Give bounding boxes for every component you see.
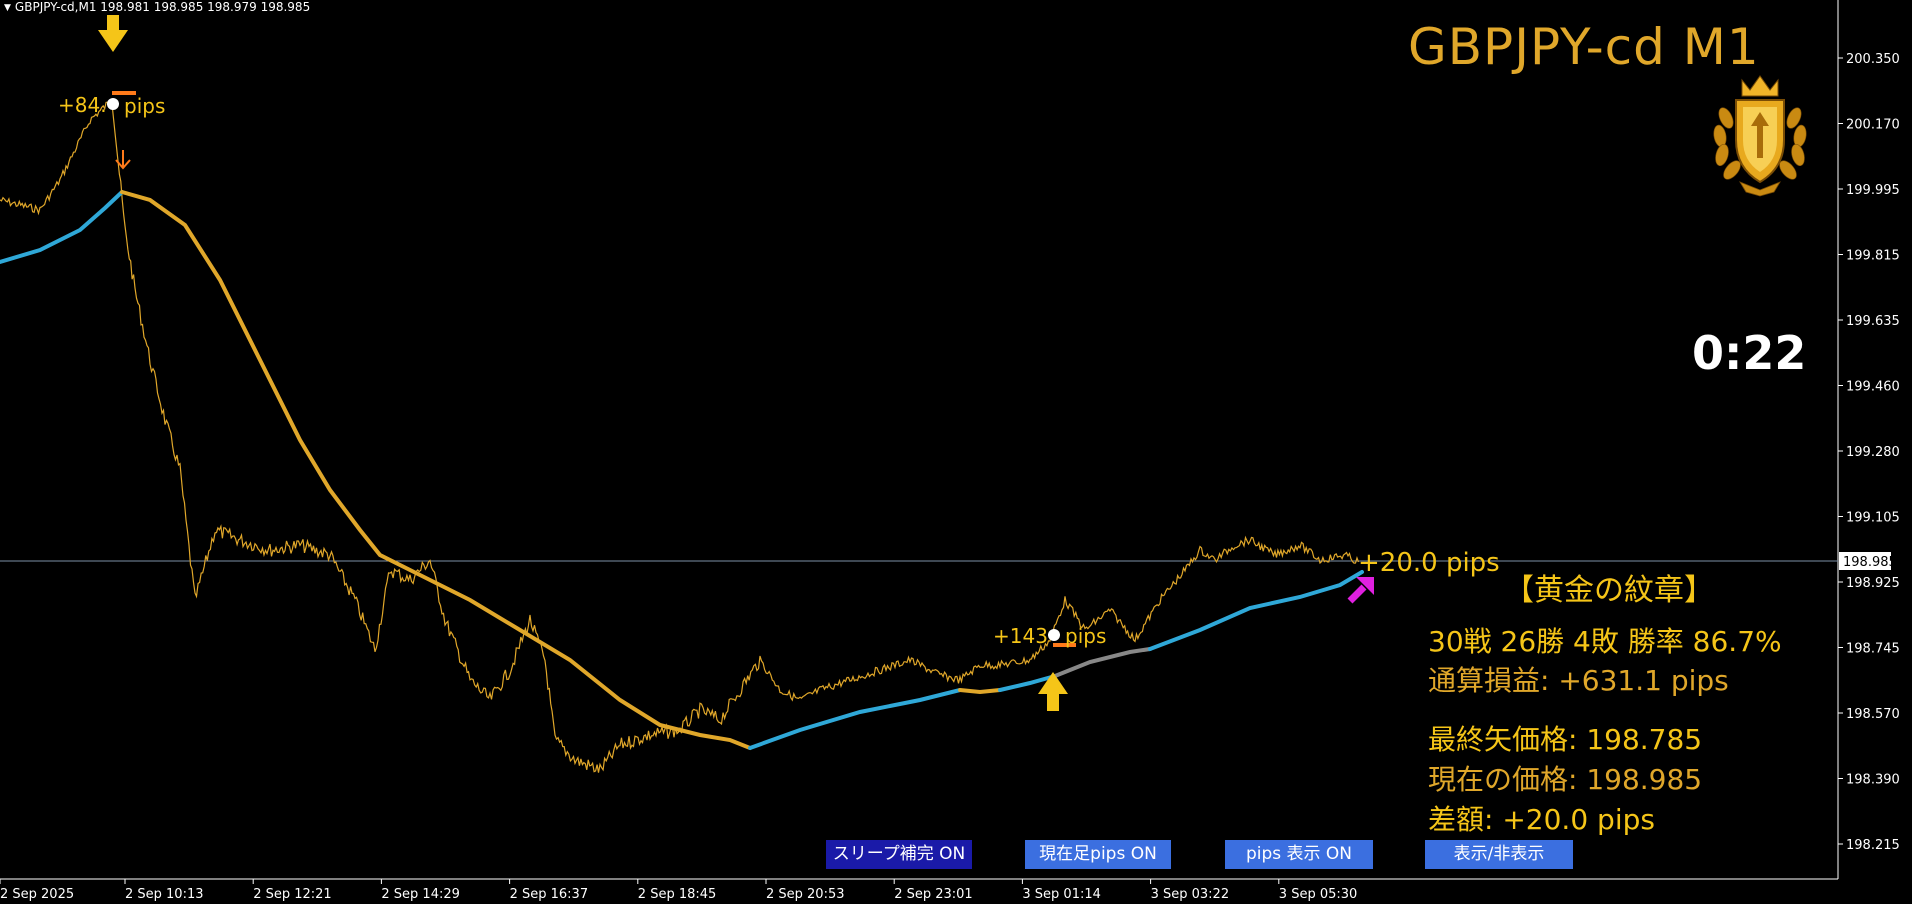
price-tick-label: 198.925 bbox=[1846, 576, 1900, 591]
price-tick-label: 198.745 bbox=[1846, 642, 1900, 657]
stats-difference: 差額: +20.0 pips bbox=[1428, 803, 1655, 836]
current-price-text: 198.985 bbox=[1843, 555, 1897, 570]
time-axis-ticks: 2 Sep 2025 2 Sep 10:13 2 Sep 12:21 2 Sep 14… bbox=[0, 879, 1357, 902]
time-tick-label: 3 Sep 01:14 bbox=[1022, 887, 1101, 902]
time-tick-label: 2 Sep 20:53 bbox=[766, 887, 845, 902]
ma-falling-segment bbox=[958, 688, 1002, 695]
golden-crest-icon bbox=[1713, 75, 1807, 197]
ma-flat-segment bbox=[1053, 647, 1152, 678]
signal-dot bbox=[107, 98, 119, 110]
price-series-line bbox=[0, 101, 1360, 773]
symbol-header: ▼ GBPJPY-cd,M1 198.981 198.985 198.979 19… bbox=[4, 0, 310, 14]
price-tick-label: 198.390 bbox=[1846, 773, 1900, 788]
symbol-quote-text: GBPJPY-cd,M1 198.981 198.985 198.979 198… bbox=[14, 0, 311, 14]
sell-pips-suffix: pips bbox=[124, 94, 165, 118]
time-tick-label: 3 Sep 03:22 bbox=[1151, 887, 1230, 902]
chart-title: GBPJPY-cd M1 bbox=[1408, 18, 1760, 76]
current-bar-pips-toggle-button[interactable]: 現在足pips ON bbox=[1025, 840, 1171, 869]
current-pips-label: +20.0 pips bbox=[1358, 548, 1500, 578]
arrow-up-icon bbox=[1038, 672, 1068, 711]
time-tick-label: 2 Sep 23:01 bbox=[894, 887, 973, 902]
price-tick-label: 198.215 bbox=[1846, 838, 1900, 853]
stats-last-arrow-price: 最終矢価格: 198.785 bbox=[1428, 723, 1703, 756]
price-tick-label: 199.280 bbox=[1846, 445, 1900, 460]
price-tick-label: 198.570 bbox=[1846, 707, 1900, 722]
time-tick-label: 2 Sep 18:45 bbox=[638, 887, 717, 902]
ma-rising-segment bbox=[998, 674, 1057, 692]
stats-current-price: 現在の価格: 198.985 bbox=[1428, 763, 1703, 796]
price-tick-label: 199.995 bbox=[1846, 183, 1900, 198]
arrow-up-right-icon bbox=[1347, 577, 1374, 604]
stats-record: 30戦 26勝 4敗 勝率 86.7% bbox=[1428, 625, 1782, 658]
price-tick-label: 200.170 bbox=[1846, 118, 1900, 133]
sell-pips-label: +84. bbox=[58, 93, 107, 117]
time-tick-label: 2 Sep 12:21 bbox=[253, 887, 332, 902]
stats-total-pl: 通算損益: +631.1 pips bbox=[1428, 664, 1729, 697]
price-axis-ticks: 200.350 200.170 199.995 199.815 199.635 199.4… bbox=[1838, 52, 1900, 853]
price-tick-label: 199.105 bbox=[1846, 511, 1900, 526]
time-tick-label: 2 Sep 14:29 bbox=[381, 887, 460, 902]
ma-rising-segment bbox=[1148, 570, 1364, 651]
price-tick-label: 200.350 bbox=[1846, 52, 1900, 67]
time-tick-label: 2 Sep 16:37 bbox=[510, 887, 589, 902]
time-tick-label: 2 Sep 10:13 bbox=[125, 887, 204, 902]
moving-average-line bbox=[0, 190, 1364, 750]
buy-pips-label: +143 bbox=[993, 624, 1048, 648]
ma-rising-segment bbox=[0, 190, 124, 264]
sleep-complement-toggle-button[interactable]: スリープ補完 ON bbox=[826, 840, 972, 869]
pips-display-toggle-button[interactable]: pips 表示 ON bbox=[1225, 840, 1373, 869]
time-tick-label: 2 Sep 2025 bbox=[0, 887, 74, 902]
ma-rising-segment bbox=[748, 688, 962, 750]
ma-falling-segment bbox=[120, 190, 752, 750]
dropdown-triangle-icon[interactable]: ▼ bbox=[4, 3, 11, 13]
current-price-marker: 198.985 bbox=[1839, 552, 1897, 570]
stats-heading: 【黄金の紋章】 bbox=[1504, 573, 1714, 608]
bar-countdown: 0:22 bbox=[1692, 326, 1807, 380]
show-hide-toggle-button[interactable]: 表示/非表示 bbox=[1425, 840, 1573, 869]
price-tick-label: 199.815 bbox=[1846, 249, 1900, 264]
arrow-down-icon bbox=[98, 15, 128, 52]
price-tick-label: 199.460 bbox=[1846, 380, 1900, 395]
small-down-arrow-icon bbox=[115, 150, 131, 170]
time-tick-label: 3 Sep 05:30 bbox=[1279, 887, 1358, 902]
price-tick-label: 199.635 bbox=[1846, 314, 1900, 329]
signal-dot bbox=[1048, 629, 1060, 641]
buy-pips-suffix: pips bbox=[1065, 624, 1106, 648]
